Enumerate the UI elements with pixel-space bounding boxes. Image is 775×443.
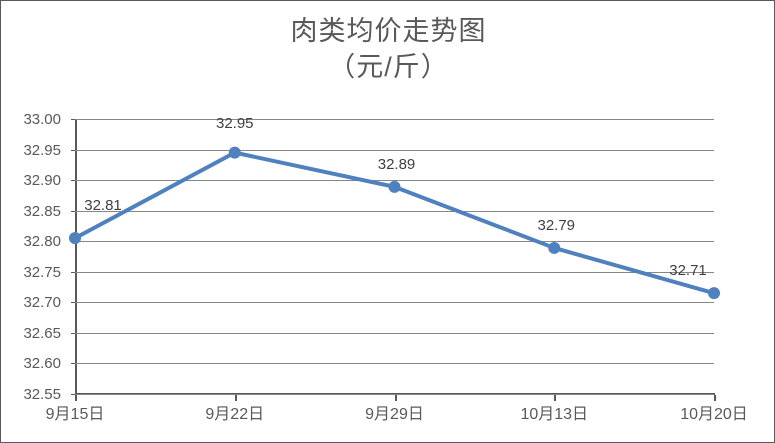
data-point-marker[interactable] — [228, 146, 241, 159]
x-tick-mark — [394, 395, 397, 401]
gridline — [75, 119, 714, 120]
y-axis-tick-label: 32.90 — [23, 172, 61, 190]
y-tick-mark — [71, 302, 77, 304]
y-axis-tick-label: 32.95 — [23, 141, 61, 159]
y-axis-tick-label: 32.70 — [23, 294, 61, 312]
x-tick-mark — [554, 395, 557, 401]
x-axis-tick-label: 9月29日 — [365, 406, 424, 423]
gridline — [75, 302, 714, 304]
gridline — [75, 180, 714, 182]
gridline — [75, 394, 714, 395]
y-axis-tick-label: 32.85 — [23, 202, 61, 220]
y-axis-tick-label: 32.65 — [23, 324, 61, 342]
x-axis-tick-label: 10月20日 — [680, 406, 748, 423]
data-point-marker[interactable] — [548, 241, 561, 254]
series-polyline — [73, 150, 716, 296]
x-axis-tick-label: 9月22日 — [205, 406, 265, 423]
x-tick-mark — [75, 395, 77, 401]
data-point-label: 32.95 — [215, 114, 254, 132]
gridline — [75, 363, 714, 365]
gridline — [75, 271, 714, 273]
y-tick-mark — [71, 119, 77, 120]
data-point-marker[interactable] — [388, 180, 401, 193]
gridline — [75, 241, 714, 243]
x-tick-mark — [234, 395, 237, 401]
series-line — [69, 146, 720, 300]
gridline — [75, 149, 714, 151]
chart-subtitle: （元/斤） — [328, 52, 449, 82]
data-point-label: 32.89 — [377, 155, 416, 173]
y-axis-tick-label: 33.00 — [23, 111, 61, 128]
x-axis-tick-label: 10月13日 — [520, 406, 589, 423]
gridline — [75, 332, 714, 334]
y-axis-tick-label: 32.55 — [23, 386, 61, 403]
y-tick-mark — [71, 149, 77, 151]
plot-area: 32.81 32.95 32.89 32.79 32.71 — [69, 114, 720, 395]
y-axis-tick-label: 32.80 — [23, 233, 61, 251]
y-tick-mark — [71, 210, 77, 212]
y-tick-mark — [71, 394, 77, 395]
gridline — [75, 210, 714, 212]
y-axis-tick-label: 32.75 — [23, 263, 61, 281]
data-point-marker[interactable] — [69, 232, 81, 245]
y-axis-tick-label: 32.60 — [23, 355, 61, 373]
y-tick-mark — [71, 332, 77, 334]
page-title: 肉类均价走势图 — [290, 16, 487, 46]
y-tick-mark — [71, 271, 77, 273]
data-point-label: 32.81 — [84, 197, 122, 215]
x-tick-mark — [714, 395, 716, 401]
chart-title-block: 肉类均价走势图 （元/斤） — [1, 13, 774, 85]
data-point-label: 32.79 — [537, 216, 576, 234]
data-point-marker[interactable] — [708, 287, 720, 300]
data-point-label: 32.71 — [669, 262, 707, 280]
y-tick-mark — [71, 180, 77, 182]
y-tick-mark — [71, 363, 77, 365]
x-axis-tick-label: 9月15日 — [45, 406, 105, 423]
